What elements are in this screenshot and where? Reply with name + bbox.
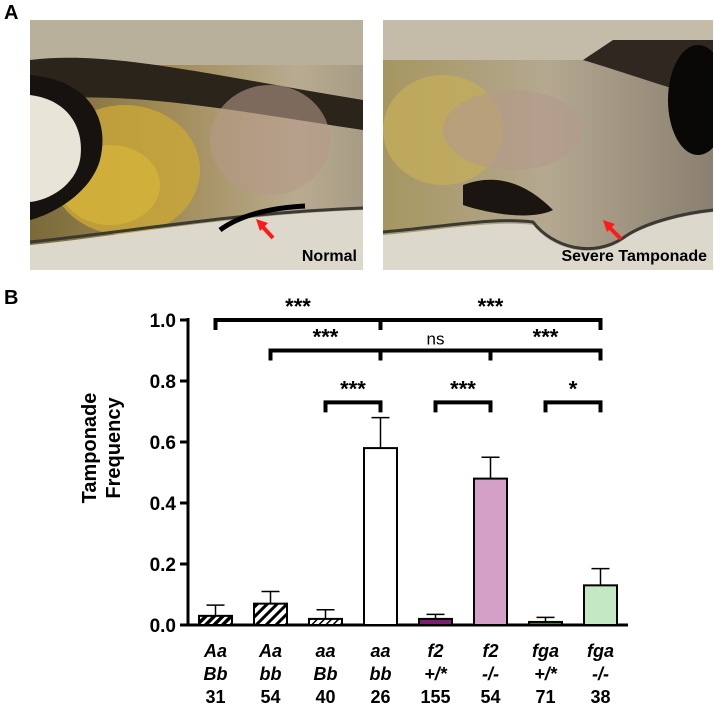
- sample-size-label: 40: [315, 687, 335, 707]
- category-label: Aa: [258, 641, 282, 661]
- bar: [473, 477, 508, 626]
- significance-bracket: [378, 318, 603, 330]
- category-label: -/-: [592, 664, 609, 684]
- significance-bracket: [268, 348, 383, 361]
- severe-tamponade-photo: Severe Tamponade: [383, 20, 713, 270]
- sample-size-label: 38: [590, 687, 610, 707]
- significance-bracket: [378, 348, 493, 361]
- sample-size-label: 54: [480, 687, 500, 707]
- significance-label: ***: [450, 376, 476, 401]
- category-label: fga: [587, 641, 614, 661]
- y-tick-label: 1.0: [150, 311, 176, 332]
- sample-size-label: 155: [420, 687, 450, 707]
- bar: [253, 602, 288, 626]
- significance-label: *: [569, 376, 578, 401]
- red-arrow-icon: [256, 219, 275, 240]
- sample-size-label: 31: [205, 687, 225, 707]
- category-label: fga: [532, 641, 559, 661]
- significance-bracket: [488, 348, 603, 361]
- category-label: aa: [315, 641, 335, 661]
- category-label: Bb: [204, 664, 228, 684]
- y-axis-label: Tamponade Frequency: [79, 393, 125, 504]
- category-label: bb: [370, 664, 392, 684]
- y-tick-label: 0.8: [150, 372, 176, 393]
- y-tick-label: 0.4: [150, 494, 177, 515]
- bar: [528, 620, 563, 627]
- tamponade-frequency-chart: 0.00.20.40.60.81.0 *** ****** ns ****** *** *…: [79, 294, 628, 707]
- severe-tamponade-caption: Severe Tamponade: [561, 248, 707, 265]
- sample-size-label: 26: [370, 687, 390, 707]
- significance-label: ***: [478, 294, 504, 319]
- normal-caption: Normal: [301, 248, 357, 265]
- significance-label: ***: [533, 325, 559, 350]
- category-label: +/*: [534, 664, 558, 684]
- significance-label: ns: [427, 330, 445, 349]
- red-arrow-icon: [603, 220, 623, 241]
- significance-bracket: [433, 400, 493, 413]
- y-tick-label: 0.0: [150, 616, 176, 637]
- bar: [363, 447, 398, 626]
- category-label: -/-: [482, 664, 499, 684]
- significance-bracket: [213, 318, 383, 330]
- category-label: +/*: [424, 664, 448, 684]
- category-label: Aa: [203, 641, 227, 661]
- bar: [198, 614, 233, 627]
- y-tick-label: 0.2: [150, 555, 176, 576]
- sample-size-label: 71: [535, 687, 555, 707]
- significance-bracket: [323, 400, 383, 413]
- significance-bracket: [543, 400, 603, 413]
- normal-heart-photo: Normal: [30, 20, 363, 270]
- bar: [308, 617, 343, 626]
- bar: [418, 617, 453, 626]
- category-label: f2: [427, 641, 443, 661]
- panel-b-label: B: [4, 287, 19, 309]
- category-label: f2: [482, 641, 498, 661]
- category-label: Bb: [314, 664, 338, 684]
- significance-label: ***: [285, 294, 311, 319]
- bar: [583, 584, 618, 627]
- significance-label: ***: [340, 376, 366, 401]
- significance-label: ***: [313, 325, 339, 350]
- panel-a-label: A: [4, 2, 19, 24]
- category-label: bb: [260, 664, 282, 684]
- sample-size-label: 54: [260, 687, 280, 707]
- y-tick-label: 0.6: [150, 433, 176, 454]
- category-label: aa: [370, 641, 390, 661]
